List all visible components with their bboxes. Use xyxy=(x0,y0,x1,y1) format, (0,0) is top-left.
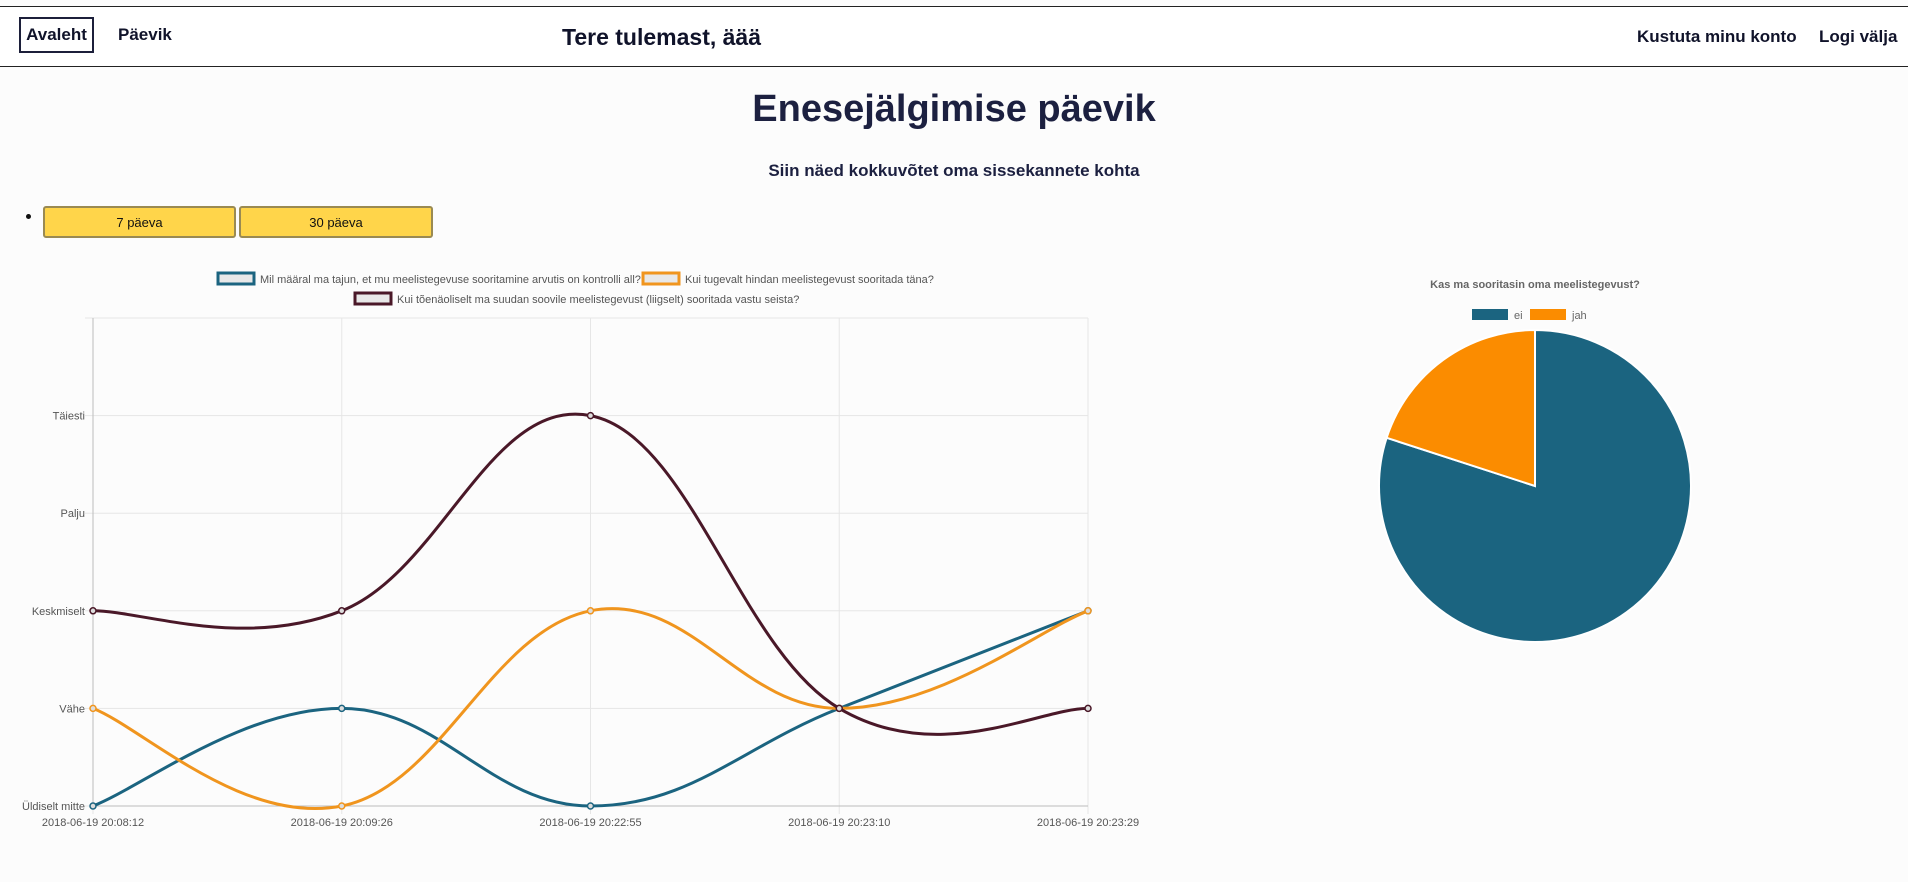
x-tick-label: 2018-06-19 20:09:26 xyxy=(291,817,393,829)
page-title: Enesejälgimise päevik xyxy=(752,88,1156,130)
delete-account-link[interactable]: Kustuta minu konto xyxy=(1637,27,1797,46)
y-tick-label: Vähe xyxy=(59,703,85,715)
chart-grid xyxy=(85,317,1089,814)
legend-swatch xyxy=(1530,309,1566,320)
line-chart: Üldiselt mitte Vähe Keskmiselt Palju Täiesti… xyxy=(22,271,1139,829)
x-tick-label: 2018-06-19 20:23:10 xyxy=(788,817,890,829)
legend-label: jah xyxy=(1571,310,1587,322)
y-tick-label: Palju xyxy=(61,508,85,520)
list-bullet xyxy=(26,214,31,219)
data-point xyxy=(1084,704,1092,713)
data-point xyxy=(338,704,346,713)
x-tick-label: 2018-06-19 20:23:29 xyxy=(1037,817,1139,829)
data-point xyxy=(338,802,346,810)
nav-home-link[interactable]: Avaleht xyxy=(19,17,94,53)
logout-link[interactable]: Logi välja xyxy=(1819,27,1898,46)
data-point xyxy=(586,607,595,615)
x-tick-label: 2018-06-19 20:22:55 xyxy=(539,817,641,829)
legend-label: Kui tõenäoliselt ma suudan soovile meeli… xyxy=(397,294,799,306)
page-subtitle: Siin näed kokkuvõtet oma sissekannete ko… xyxy=(768,161,1140,180)
legend-swatch xyxy=(1472,309,1508,320)
y-tick-label: Täiesti xyxy=(53,411,85,423)
legend-label: Kui tugevalt hindan meelistegevust soori… xyxy=(685,274,934,286)
data-point xyxy=(89,802,97,810)
data-point xyxy=(586,411,595,420)
data-point xyxy=(586,802,595,810)
range-7-days-button[interactable]: 7 päeva xyxy=(43,206,236,238)
legend-swatch xyxy=(216,271,256,286)
data-point xyxy=(89,607,97,615)
pie-chart: Kas ma sooritasin oma meelistegevust? ei j… xyxy=(1378,279,1692,643)
x-tick-label: 2018-06-19 20:08:12 xyxy=(42,817,144,829)
top-navbar: Avaleht Päevik Tere tulemast, äää Kustut… xyxy=(0,6,1908,67)
welcome-message: Tere tulemast, äää xyxy=(562,24,762,50)
data-point xyxy=(89,704,97,713)
pie-slice xyxy=(1385,328,1536,488)
legend-label: Mil määral ma tajun, et mu meelistegevus… xyxy=(260,274,641,286)
pie-title: Kas ma sooritasin oma meelistegevust? xyxy=(1430,279,1640,291)
pie-slice xyxy=(1378,328,1692,643)
data-point xyxy=(1084,607,1092,615)
range-30-days-button[interactable]: 30 päeva xyxy=(239,206,433,238)
y-tick-label: Üldiselt mitte xyxy=(22,801,85,813)
legend-label: ei xyxy=(1514,310,1523,322)
legend-swatch xyxy=(641,271,681,286)
legend-swatch xyxy=(353,291,393,306)
y-tick-label: Keskmiselt xyxy=(32,606,85,618)
data-point xyxy=(835,704,843,713)
nav-diary-link[interactable]: Päevik xyxy=(118,25,172,44)
data-point xyxy=(338,607,346,615)
